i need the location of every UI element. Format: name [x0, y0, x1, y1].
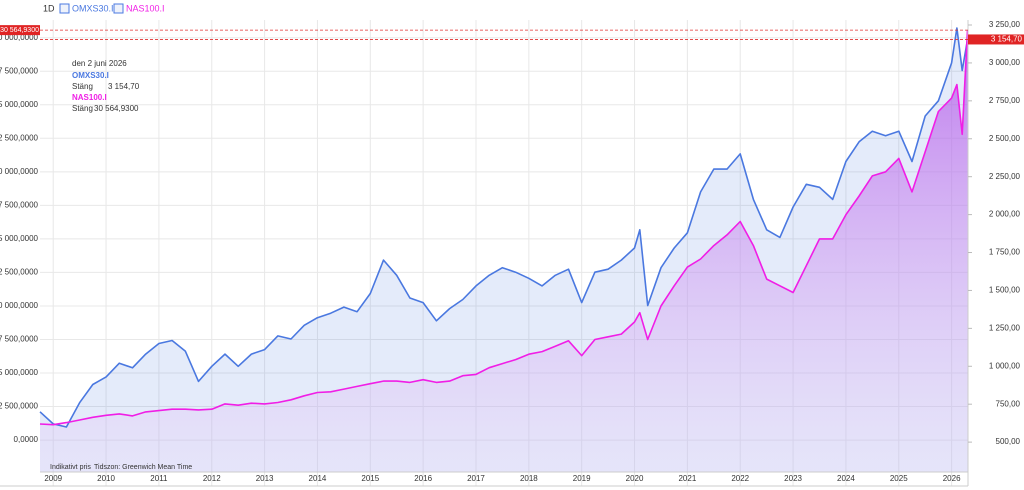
tooltip-date: den 2 juni 2026: [72, 59, 127, 68]
legend-entry[interactable]: OMXS30.I: [72, 3, 114, 13]
x-tick-label: 2015: [361, 474, 379, 483]
price-tag: 3 154,70: [991, 35, 1023, 44]
x-tick-label: 2023: [784, 474, 802, 483]
y2-tick-label: 3 000,00: [989, 58, 1021, 67]
x-tick-label: 2010: [97, 474, 115, 483]
y2-tick-label: 3 250,00: [989, 20, 1021, 29]
y-tick-label: 0,0000: [14, 435, 39, 444]
y2-tick-label: 1 750,00: [989, 248, 1021, 257]
tooltip-label: Stäng: [72, 82, 93, 91]
legend: 1D OMXS30.I NAS100.I: [43, 3, 165, 14]
y-tick-label: 27 500,0000: [0, 66, 39, 75]
y-tick-label: 12 500,0000: [0, 268, 39, 277]
lines: [39, 27, 969, 428]
x-tick-label: 2020: [626, 474, 644, 483]
interval[interactable]: 1D: [43, 3, 55, 13]
tooltip-value: 3 154,70: [108, 82, 140, 91]
y2-tick-label: 2 750,00: [989, 96, 1021, 105]
x-tick-label: 2014: [309, 474, 327, 483]
price-tags: 3 154,70 30 564,9300: [0, 25, 1024, 45]
x-tick-label: 2017: [467, 474, 485, 483]
tooltip-value: 30 564,9300: [94, 104, 139, 113]
note: Tidszon: Greenwich Mean Time: [94, 464, 192, 471]
tooltip-label: Stäng: [72, 104, 93, 113]
x-tick-label: 2021: [678, 474, 696, 483]
y-tick-label: 15 000,0000: [0, 234, 39, 243]
series-area: [40, 30, 968, 472]
y2-tick-label: 2 500,00: [989, 134, 1021, 143]
y-tick-label: 30 000,0000: [0, 33, 39, 42]
y-tick-label: 22 500,0000: [0, 133, 39, 142]
axes: 0,0000 2 500,0000 5 000,0000 7 500,0000 10 0…: [0, 20, 1021, 483]
x-tick-label: 2019: [573, 474, 591, 483]
x-tick-label: 2009: [44, 474, 62, 483]
x-tick-label: 2016: [414, 474, 432, 483]
x-tick-label: 2013: [256, 474, 274, 483]
legend-icon: [59, 3, 70, 14]
x-tick-label: 2018: [520, 474, 538, 483]
price-tag: 30 564,9300: [0, 27, 39, 34]
y-tick-label: 20 000,0000: [0, 167, 39, 176]
areas: [40, 28, 968, 472]
y-tick-label: 25 000,0000: [0, 100, 39, 109]
tooltip-name: OMXS30.I: [72, 71, 109, 80]
x-tick-label: 2022: [731, 474, 749, 483]
note: Indikativt pris: [50, 464, 91, 471]
y-tick-label: 17 500,0000: [0, 200, 39, 209]
legend-icon: [113, 3, 124, 14]
y-tick-label: 2 500,0000: [0, 402, 39, 411]
y2-tick-label: 1 250,00: [989, 323, 1021, 332]
legend-entry[interactable]: NAS100.I: [126, 3, 165, 13]
price-tag-box: [0, 25, 40, 36]
tooltip: den 2 juni 2026 OMXS30.I Stäng 3 154,70 …: [72, 59, 140, 113]
y-tick-label: 10 000,0000: [0, 301, 39, 310]
y2-tick-label: 1 000,00: [989, 361, 1021, 370]
y-tick-label: 7 500,0000: [0, 335, 39, 344]
series-line: [39, 30, 969, 426]
series-line: [39, 27, 969, 428]
y2-tick-label: 2 000,00: [989, 210, 1021, 219]
tooltip-name: NAS100.I: [72, 93, 107, 102]
x-tick-label: 2011: [150, 474, 168, 483]
y2-tick-label: 1 500,00: [989, 286, 1021, 295]
y2-tick-label: 500,00: [996, 437, 1021, 446]
y-tick-label: 5 000,0000: [0, 368, 39, 377]
x-tick-label: 2012: [203, 474, 221, 483]
y2-tick-label: 750,00: [996, 399, 1021, 408]
x-tick-label: 2026: [943, 474, 961, 483]
price-tag-box: [968, 34, 1024, 45]
x-tick-label: 2025: [890, 474, 908, 483]
x-tick-label: 2024: [837, 474, 855, 483]
y2-tick-label: 2 250,00: [989, 172, 1021, 181]
